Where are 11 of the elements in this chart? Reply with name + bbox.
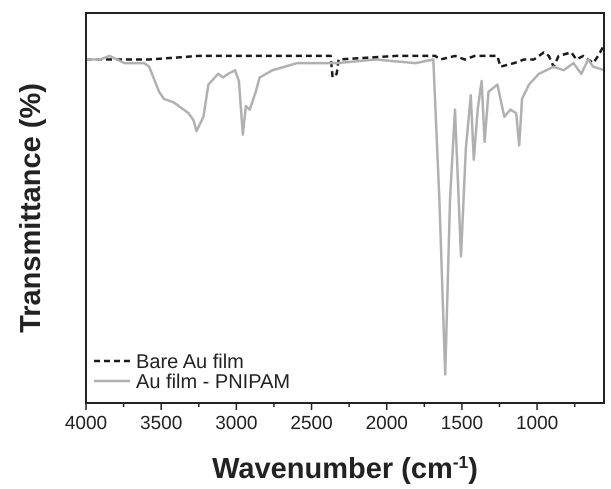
x-axis-title: Wavenumber (cm$^{-1}$) [212,452,478,485]
x-tick-label: 4000 [64,413,108,434]
legend-label: Bare Au film [136,351,244,373]
legend-label: Au film - PNIPAM [136,371,290,393]
y-axis-title: Transmittance (%) [15,83,47,333]
x-tick-label: 1000 [516,413,558,434]
x-tick-label: 3500 [140,413,182,434]
x-tick-label: 2500 [290,413,333,434]
x-tick-label: 2000 [366,413,408,434]
x-tick-label: 1500 [440,413,484,434]
x-tick-label: 3000 [215,413,258,434]
